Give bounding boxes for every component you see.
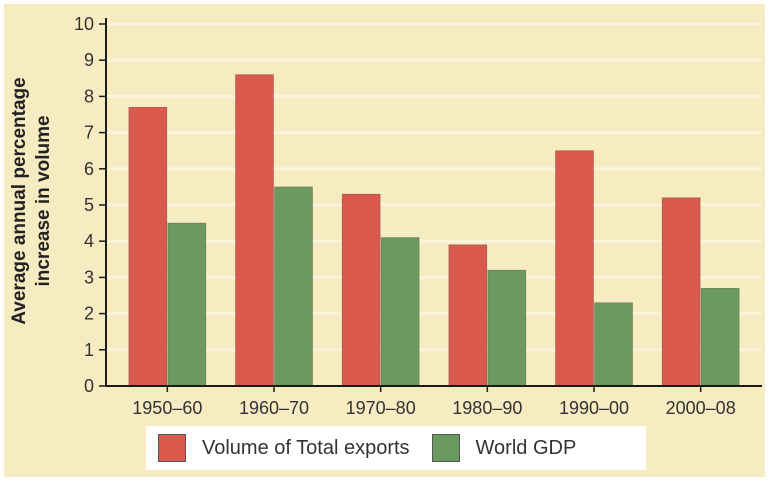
bar-exports-2 (342, 194, 380, 386)
y-tick-label-5: 5 (84, 195, 94, 215)
x-tick-label-5: 2000–08 (666, 398, 736, 418)
legend-label-gdp: World GDP (476, 437, 577, 460)
y-tick-label-1: 1 (84, 340, 94, 360)
y-tick-label-9: 9 (84, 50, 94, 70)
x-tick-label-1: 1960–70 (239, 398, 309, 418)
x-tick-label-2: 1970–80 (346, 398, 416, 418)
y-tick-label-3: 3 (84, 267, 94, 287)
y-axis-label-line-1: Average annual percentage (9, 77, 30, 324)
x-tick-label-4: 1990–00 (559, 398, 629, 418)
legend-label-exports: Volume of Total exports (202, 437, 410, 460)
bar-gdp-1 (275, 187, 313, 386)
legend-item-gdp: World GDP (432, 434, 577, 462)
bar-exports-3 (449, 245, 487, 386)
x-ticks: 1950–60 1960–70 1970–80 1980–90 1990–00 2000–… (132, 386, 735, 418)
bar-exports-0 (129, 107, 167, 386)
bar-gdp-4 (595, 303, 633, 386)
bar-gdp-3 (488, 270, 526, 386)
x-tick-label-3: 1980–90 (452, 398, 522, 418)
y-tick-label-0: 0 (84, 376, 94, 396)
y-tick-label-6: 6 (84, 159, 94, 179)
legend-swatch-exports (158, 434, 186, 462)
legend-swatch-gdp (432, 434, 460, 462)
y-axis-label-line-2: increase in volume (33, 115, 54, 286)
legend: Volume of Total exports World GDP (146, 426, 646, 470)
y-tick-label-10: 10 (74, 14, 94, 34)
y-ticks: 0 1 2 3 4 5 6 7 8 9 10 (74, 14, 106, 396)
y-axis-label: Average annual percentage increase in vo… (9, 77, 54, 324)
legend-item-exports: Volume of Total exports (158, 434, 410, 462)
y-tick-label-4: 4 (84, 231, 94, 251)
bar-exports-5 (662, 198, 700, 386)
x-tick-label-0: 1950–60 (132, 398, 202, 418)
bar-gdp-2 (381, 238, 419, 386)
bar-gdp-5 (701, 288, 739, 386)
bar-exports-4 (556, 151, 594, 386)
y-tick-label-7: 7 (84, 123, 94, 143)
bar-exports-1 (236, 75, 274, 386)
bar-gdp-0 (168, 223, 206, 386)
y-tick-label-8: 8 (84, 86, 94, 106)
y-tick-label-2: 2 (84, 304, 94, 324)
bars (129, 75, 739, 386)
